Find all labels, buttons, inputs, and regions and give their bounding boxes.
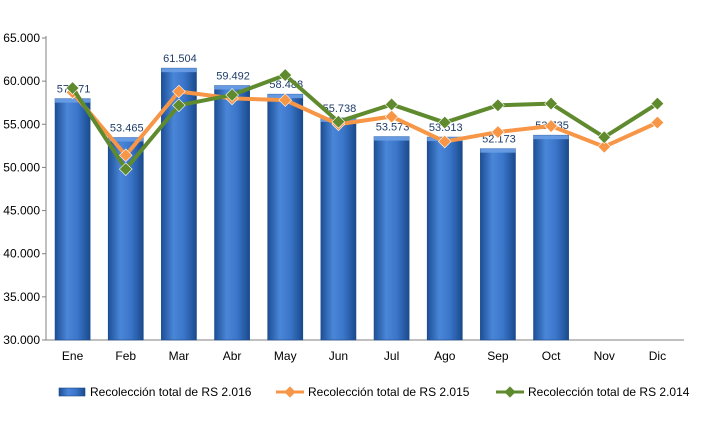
line-point-marker: [118, 162, 133, 176]
line-point-marker: [278, 68, 293, 82]
legend-line-swatch-2014: [496, 386, 524, 398]
x-tick-label: Jun: [329, 349, 348, 363]
bar-data-label: 53.465: [110, 123, 144, 135]
y-tick-label: 30.000: [3, 333, 40, 347]
bar: [214, 85, 250, 341]
bar-top-cap: [161, 68, 197, 73]
legend-bar-swatch: [58, 387, 86, 397]
line-point-marker: [597, 130, 612, 145]
line-point-marker: [437, 134, 452, 149]
line-point-marker: [544, 119, 558, 133]
bar-top-cap: [374, 136, 410, 141]
bar-top-cap: [214, 85, 250, 90]
series-line-2: [70, 73, 659, 172]
x-tick-label: Abr: [223, 349, 242, 363]
line-series: [65, 68, 665, 176]
y-tick-label: 65.000: [3, 31, 40, 45]
legend-item-2015: Recolección total de RS 2.015: [276, 380, 469, 404]
line-point-marker: [225, 88, 239, 102]
x-tick-label: Jul: [384, 349, 399, 363]
x-tick-label: Mar: [169, 349, 190, 363]
bar: [533, 134, 569, 341]
series-line-1: [71, 89, 659, 158]
x-tick-label: Sep: [487, 349, 509, 363]
bar: [267, 93, 304, 341]
bar-data-label: 53.573: [376, 122, 410, 134]
bar-data-label: 52.173: [482, 134, 516, 146]
line-point-marker: [437, 115, 452, 130]
bar: [54, 98, 91, 341]
line-point-marker: [491, 125, 505, 139]
bar-top-cap: [55, 98, 91, 103]
bar-top-cap: [480, 148, 516, 153]
x-axis: Ene Feb Mar Abr May Jun Jul Ago Sep Oct Nov Dic: [46, 339, 684, 363]
line-point-marker: [650, 115, 665, 130]
bar: [161, 67, 197, 341]
line-point-marker: [384, 109, 399, 124]
bar: [480, 148, 516, 341]
legend-label-2014: Recolección total de RS 2.014: [528, 385, 690, 399]
bar: [320, 117, 357, 341]
x-tick-label: Ago: [434, 349, 456, 363]
y-tick-label: 40.000: [3, 247, 40, 261]
y-tick-label: 45.000: [3, 204, 40, 218]
x-tick-label: Oct: [542, 349, 561, 363]
bar-data-label: 61.504: [163, 53, 197, 65]
line-point-marker: [65, 81, 80, 95]
x-tick-label: Dic: [649, 349, 666, 363]
bar-data-label: 55.738: [323, 103, 357, 115]
bar-top-cap: [108, 137, 144, 142]
y-tick-label: 50.000: [3, 160, 40, 174]
y-tick-label: 60.000: [3, 74, 40, 88]
x-tick-label: Ene: [62, 349, 84, 363]
bar: [373, 136, 410, 341]
line-point-marker: [384, 97, 399, 112]
x-tick-label: Feb: [115, 349, 136, 363]
legend-label-2016: Recolección total de RS 2.016: [90, 385, 252, 399]
legend-item-2016: Recolección total de RS 2.016: [58, 380, 251, 404]
bar: [426, 136, 463, 341]
line-point-marker: [544, 96, 558, 111]
y-tick-label: 55.000: [3, 117, 40, 131]
line-point-marker: [172, 98, 186, 113]
x-tick-label: May: [274, 349, 297, 363]
line-point-marker: [331, 114, 346, 129]
line-point-marker: [491, 98, 505, 113]
line-point-marker: [650, 96, 665, 111]
legend: Recolección total de RS 2.016 Recolecció…: [0, 380, 724, 404]
line-point-marker: [172, 84, 186, 99]
bar-top-cap: [533, 135, 569, 140]
y-tick-label: 35.000: [3, 290, 40, 304]
bar-data-label: 59.492: [216, 71, 250, 83]
line-point-marker: [118, 148, 133, 163]
y-axis: 30.000 35.000 40.000 45.000 50.000 55.000 60.0…: [3, 31, 47, 347]
legend-label-2015: Recolección total de RS 2.015: [308, 385, 470, 399]
bar-series: [54, 67, 569, 341]
bar-data-labels: 57.97153.46561.50459.49258.48855.73853.5…: [57, 53, 569, 146]
legend-item-2014: Recolección total de RS 2.014: [496, 380, 689, 404]
line-point-marker: [278, 93, 293, 107]
x-tick-label: Nov: [594, 349, 615, 363]
legend-line-swatch-2015: [276, 386, 304, 398]
line-point-marker: [597, 139, 612, 154]
